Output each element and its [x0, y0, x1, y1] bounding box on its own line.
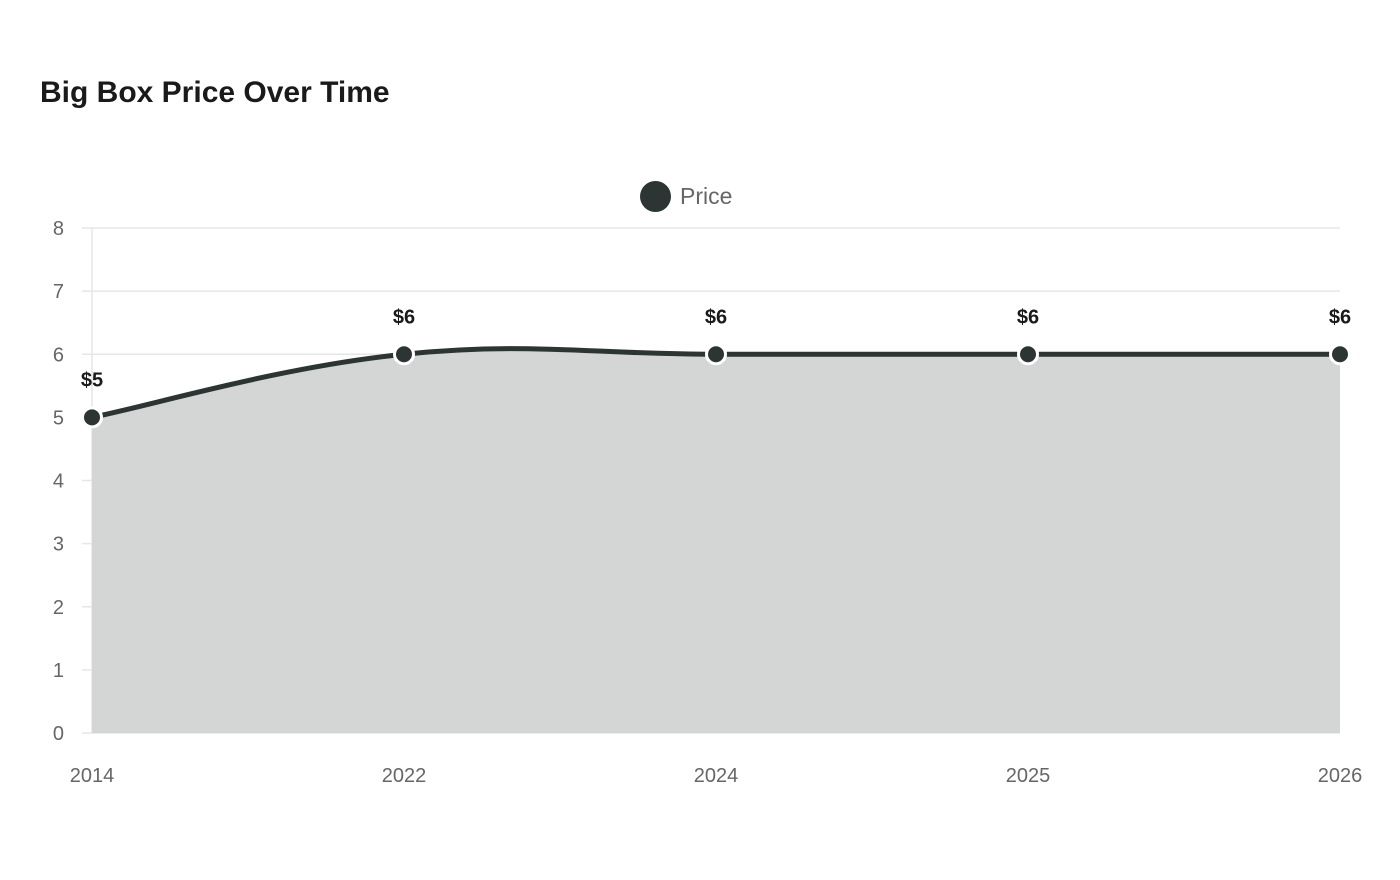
area-series: [89, 346, 1343, 733]
y-tick-label: 8: [53, 218, 64, 240]
chart-title: Big Box Price Over Time: [40, 76, 390, 109]
legend-swatch-price: [640, 180, 671, 212]
x-tick-label: 2026: [1318, 765, 1363, 787]
data-label: $6: [1017, 306, 1039, 328]
y-axis-ticks: 0 1 2 3 4 5 6 7 8: [53, 218, 64, 745]
data-point[interactable]: [393, 343, 415, 366]
y-tick-label: 6: [53, 344, 64, 366]
x-tick-label: 2025: [1006, 765, 1051, 787]
y-tick-label: 0: [53, 723, 64, 745]
chart-legend[interactable]: Price: [640, 180, 732, 212]
x-axis-ticks: 2014 2022 2024 2025 2026: [70, 765, 1363, 787]
data-point[interactable]: [1329, 343, 1351, 366]
y-tick-label: 7: [53, 281, 64, 303]
y-tick-label: 2: [53, 597, 64, 619]
x-tick-label: 2022: [382, 765, 427, 787]
y-tick-label: 4: [53, 471, 64, 493]
data-label: $6: [1329, 306, 1351, 328]
data-point[interactable]: [705, 343, 727, 366]
data-label: $5: [81, 369, 103, 391]
x-tick-label: 2024: [694, 765, 739, 787]
legend-label-price: Price: [680, 182, 733, 209]
data-labels: $5 $6 $6 $6 $6: [81, 306, 1351, 391]
data-label: $6: [393, 306, 415, 328]
y-tick-label: 5: [53, 407, 64, 429]
y-tick-label: 1: [53, 660, 64, 682]
x-tick-label: 2014: [70, 765, 115, 787]
data-point[interactable]: [81, 406, 103, 429]
data-points: [81, 343, 1351, 429]
y-tick-label: 3: [53, 534, 64, 556]
data-point[interactable]: [1017, 343, 1039, 366]
area-fill: [92, 348, 1340, 733]
data-label: $6: [705, 306, 727, 328]
